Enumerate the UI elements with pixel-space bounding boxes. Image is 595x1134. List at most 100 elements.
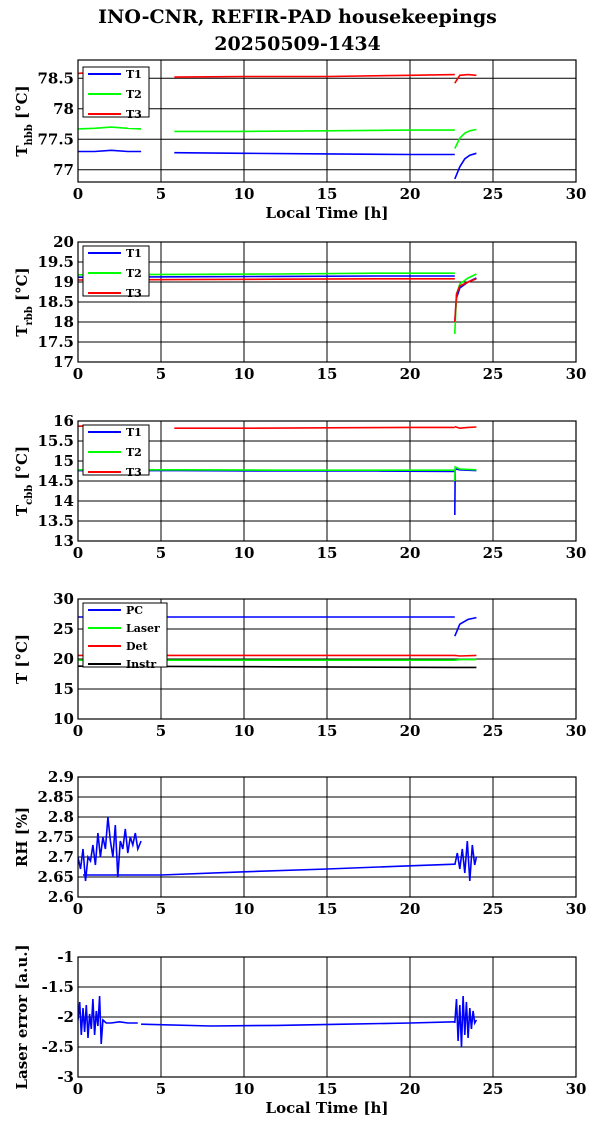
x-tick-label: 15 bbox=[317, 900, 338, 918]
series-t2-line bbox=[454, 465, 477, 482]
x-tick-label: 25 bbox=[483, 365, 504, 383]
series-pc-line bbox=[454, 616, 477, 637]
plot-frame bbox=[77, 956, 577, 1078]
legend-label: T3 bbox=[126, 287, 142, 300]
series-t1-line bbox=[454, 468, 477, 516]
y-tick-label: 18.5 bbox=[37, 293, 74, 311]
x-tick-label: 15 bbox=[317, 185, 338, 203]
figure-title: INO-CNR, REFIR-PAD housekeepings 2025050… bbox=[0, 4, 595, 58]
x-tick-label: 0 bbox=[73, 1080, 83, 1098]
chart-panel-4: 0 5 10 15 20 25 30 10 15 20 25 30 PC Laser Det Instr T [… bbox=[13, 590, 586, 740]
series-rh-line bbox=[454, 995, 478, 1048]
y-tick-label: 15 bbox=[53, 680, 74, 698]
y-axis-label: Thbb [°C] bbox=[13, 85, 35, 156]
series-t2-line bbox=[454, 128, 477, 149]
series-t3-line bbox=[454, 425, 477, 430]
legend-label: Det bbox=[126, 640, 149, 653]
y-tick-label: 17 bbox=[53, 353, 74, 371]
chart-panel-1: 0 5 10 15 20 25 30 77 77.5 78 78.5 T1 T2 T3 Thbb [°C] L… bbox=[13, 59, 587, 222]
y-tick-label: 78.5 bbox=[37, 69, 74, 87]
y-tick-label: 30 bbox=[53, 590, 74, 608]
legend-label: Instr bbox=[126, 658, 156, 671]
y-tick-label: -3 bbox=[57, 1068, 74, 1086]
x-tick-label: 10 bbox=[234, 544, 255, 562]
series-t3-line bbox=[174, 73, 455, 78]
x-tick-label: 10 bbox=[234, 365, 255, 383]
x-tick-label: 5 bbox=[156, 1080, 166, 1098]
legend-label: T2 bbox=[126, 267, 142, 280]
y-axis-label: Trbb [°C] bbox=[13, 267, 35, 336]
x-axis-label: Local Time [h] bbox=[266, 1099, 389, 1117]
x-tick-label: 0 bbox=[73, 722, 83, 740]
series-rh-line bbox=[141, 1021, 455, 1027]
plot-frame bbox=[77, 241, 577, 363]
y-tick-label: 10 bbox=[53, 710, 74, 728]
series-laser-line bbox=[78, 658, 477, 662]
y-tick-label: 13.5 bbox=[37, 512, 74, 530]
y-tick-label: 2.85 bbox=[37, 788, 74, 806]
series-rh-line bbox=[83, 863, 455, 876]
x-tick-label: 25 bbox=[483, 544, 504, 562]
y-tick-label: -1 bbox=[57, 948, 74, 966]
y-tick-label: 13 bbox=[53, 532, 74, 550]
plot-frame bbox=[77, 420, 577, 542]
chart-panel-5: 0 5 10 15 20 25 30 2.6 2.65 2.7 2.75 2.8 2.85 2.9 RH [… bbox=[13, 768, 586, 918]
x-tick-label: 10 bbox=[234, 185, 255, 203]
y-tick-label: 2.65 bbox=[37, 868, 74, 886]
x-tick-label: 25 bbox=[483, 1080, 504, 1098]
legend-box bbox=[82, 245, 150, 297]
y-tick-label: 15 bbox=[53, 452, 74, 470]
y-tick-label: -1.5 bbox=[42, 978, 74, 996]
plot-frame bbox=[77, 59, 577, 183]
title-line-2: 20250509-1434 bbox=[214, 33, 381, 55]
title-line-1: INO-CNR, REFIR-PAD housekeepings bbox=[98, 6, 497, 28]
x-tick-label: 10 bbox=[234, 900, 255, 918]
x-tick-label: 20 bbox=[400, 722, 421, 740]
y-tick-label: 78 bbox=[53, 100, 74, 118]
x-tick-label: 15 bbox=[317, 365, 338, 383]
plot-frame bbox=[77, 598, 577, 720]
x-tick-label: 15 bbox=[317, 544, 338, 562]
y-tick-label: -2 bbox=[57, 1008, 74, 1026]
series-t2-line bbox=[78, 126, 142, 130]
x-tick-label: 10 bbox=[234, 722, 255, 740]
series-det-line bbox=[78, 654, 477, 657]
x-axis-label: Local Time [h] bbox=[266, 204, 389, 222]
series-t3-line bbox=[454, 73, 477, 84]
y-tick-label: 19.5 bbox=[37, 253, 74, 271]
x-tick-label: 5 bbox=[156, 900, 166, 918]
x-tick-label: 0 bbox=[73, 365, 83, 383]
x-tick-label: 30 bbox=[566, 722, 587, 740]
y-axis-label: Laser error [a.u.] bbox=[13, 944, 31, 1089]
series-instr-line bbox=[78, 665, 477, 669]
y-tick-label: 25 bbox=[53, 620, 74, 638]
x-tick-label: 5 bbox=[156, 544, 166, 562]
x-tick-label: 30 bbox=[566, 544, 587, 562]
legend: T1 T2 T3 bbox=[82, 424, 150, 479]
series-t2-line bbox=[174, 129, 455, 133]
x-tick-label: 30 bbox=[566, 1080, 587, 1098]
x-tick-label: 25 bbox=[483, 722, 504, 740]
legend: PC Laser Det Instr bbox=[82, 602, 168, 671]
plot-frame bbox=[77, 776, 577, 898]
legend: T1 T2 T3 bbox=[82, 66, 150, 121]
legend-box bbox=[82, 602, 168, 668]
x-tick-label: 20 bbox=[400, 900, 421, 918]
y-tick-label: 18 bbox=[53, 313, 74, 331]
x-tick-label: 20 bbox=[400, 365, 421, 383]
y-tick-label: 2.8 bbox=[48, 808, 74, 826]
y-axis-label: T [°C] bbox=[13, 634, 31, 684]
y-tick-label: 19 bbox=[53, 273, 74, 291]
y-tick-label: 77 bbox=[53, 161, 74, 179]
series-rh-line bbox=[454, 840, 478, 882]
x-tick-label: 25 bbox=[483, 900, 504, 918]
legend-box bbox=[82, 66, 150, 118]
x-tick-label: 15 bbox=[317, 722, 338, 740]
y-tick-label: 17.5 bbox=[37, 333, 74, 351]
y-axis-label: Tcbb [°C] bbox=[13, 446, 35, 516]
x-tick-label: 30 bbox=[566, 185, 587, 203]
x-tick-label: 20 bbox=[400, 1080, 421, 1098]
x-tick-label: 10 bbox=[234, 1080, 255, 1098]
legend-label: T1 bbox=[126, 426, 142, 439]
